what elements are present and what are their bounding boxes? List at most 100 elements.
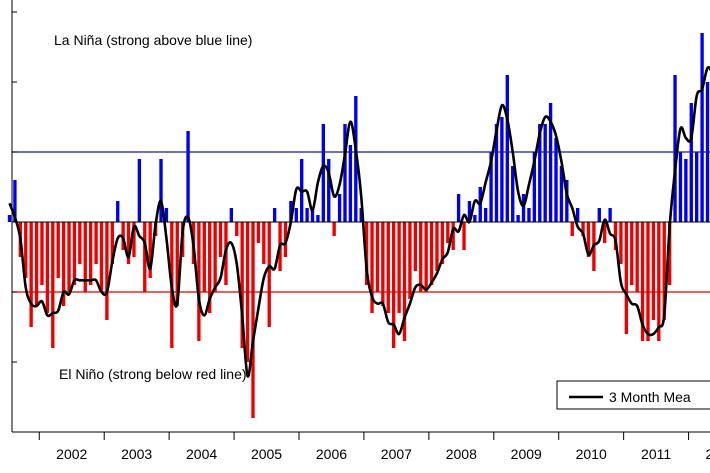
bar-positive [521,194,526,222]
bar-positive [532,152,537,222]
reference-lines [12,151,710,293]
bar-negative [83,222,87,292]
bar-negative [45,222,50,313]
bar-negative [451,222,455,250]
bar-negative [213,222,217,292]
bar-negative [143,222,147,292]
bar-positive [673,75,677,222]
bar-positive [229,208,234,222]
bar-negative [624,222,629,334]
bar-negative [381,222,385,306]
bar-negative [256,222,261,243]
bar-negative [640,222,645,341]
bar-negative [603,222,607,243]
bar-negative [402,222,407,341]
bar-negative [397,222,401,313]
x-tick-label: 2009 [511,446,542,462]
bar-positive [164,208,169,222]
bar-positive [494,124,499,222]
bar-positive [321,124,326,222]
bar-positive [689,103,693,222]
three-month-mean-line [8,66,710,378]
bar-positive [327,159,331,222]
la-nina-annotation: La Niña (strong above blue line) [54,32,253,48]
bar-negative [89,222,93,285]
bar-negative [419,222,423,292]
bar-negative [370,222,374,313]
x-tick-label: 2002 [56,446,87,462]
bar-negative [126,222,131,264]
bar-positive [575,208,580,222]
bar-negative [121,222,125,250]
bar-positive [559,166,564,222]
bar-positive [13,180,17,222]
bar-positive [343,124,347,222]
x-tick-label: 2008 [446,446,477,462]
bar-negative [446,222,450,243]
bar-positive [116,201,120,222]
bar-negative [67,222,71,292]
x-tick-label: 2012 [705,446,710,462]
bar-negative [408,222,412,299]
bar-negative [94,222,98,264]
axes [11,0,710,440]
x-tick-labels: 2002 2003 2004 2005 2006 2007 2008 2009 2010 2011… [56,446,710,462]
x-tick-label: 2006 [316,446,347,462]
x-tick-label: 2007 [381,446,412,462]
bar-negative [175,222,179,306]
bar-positive [597,208,601,222]
bar-positive [159,159,163,222]
bar-positive [700,33,704,222]
bar-positive [7,215,12,222]
bar-negative [413,222,417,271]
bar-negative [581,222,585,236]
bar-negative [34,222,39,306]
bar-positive [505,75,509,222]
bar-positive [305,208,309,222]
bar-positive [337,194,342,222]
x-tick-label: 2010 [576,446,607,462]
legend-label: 3 Month Mea [609,389,691,405]
bar-negative [613,222,618,250]
bar-positive [565,180,569,222]
bar-group [7,33,710,418]
bar-positive [473,215,477,222]
bar-positive [186,131,190,222]
bar-negative [630,222,634,285]
x-tick-label: 2005 [251,446,282,462]
bar-positive [483,208,488,222]
bar-negative [40,222,44,285]
bar-negative [392,222,396,348]
bar-positive [548,103,553,222]
bar-positive [516,215,520,222]
bar-positive [489,152,493,222]
bar-positive [695,152,699,222]
bar-negative [105,222,109,320]
bar-positive [467,201,472,222]
bar-positive [608,208,612,222]
bar-negative [240,222,244,348]
bar-negative [61,222,66,306]
bar-positive [527,208,531,222]
legend-box [556,380,710,410]
bar-positive [543,124,547,222]
bar-negative [646,222,650,341]
bar-positive [684,159,688,222]
bar-negative [78,222,82,264]
bar-negative [667,222,672,285]
bar-negative [29,222,33,327]
bar-negative [51,222,55,348]
x-tick-label: 2003 [121,446,152,462]
bar-negative [619,222,623,264]
bar-negative [375,222,380,292]
bar-positive [538,124,542,222]
bar-negative [197,222,201,341]
bar-negative [251,222,255,418]
bar-positive [554,138,558,222]
bar-positive [294,208,298,222]
bar-negative [218,222,223,257]
bar-negative [462,222,466,250]
bar-negative [651,222,656,320]
bar-positive [359,208,363,222]
